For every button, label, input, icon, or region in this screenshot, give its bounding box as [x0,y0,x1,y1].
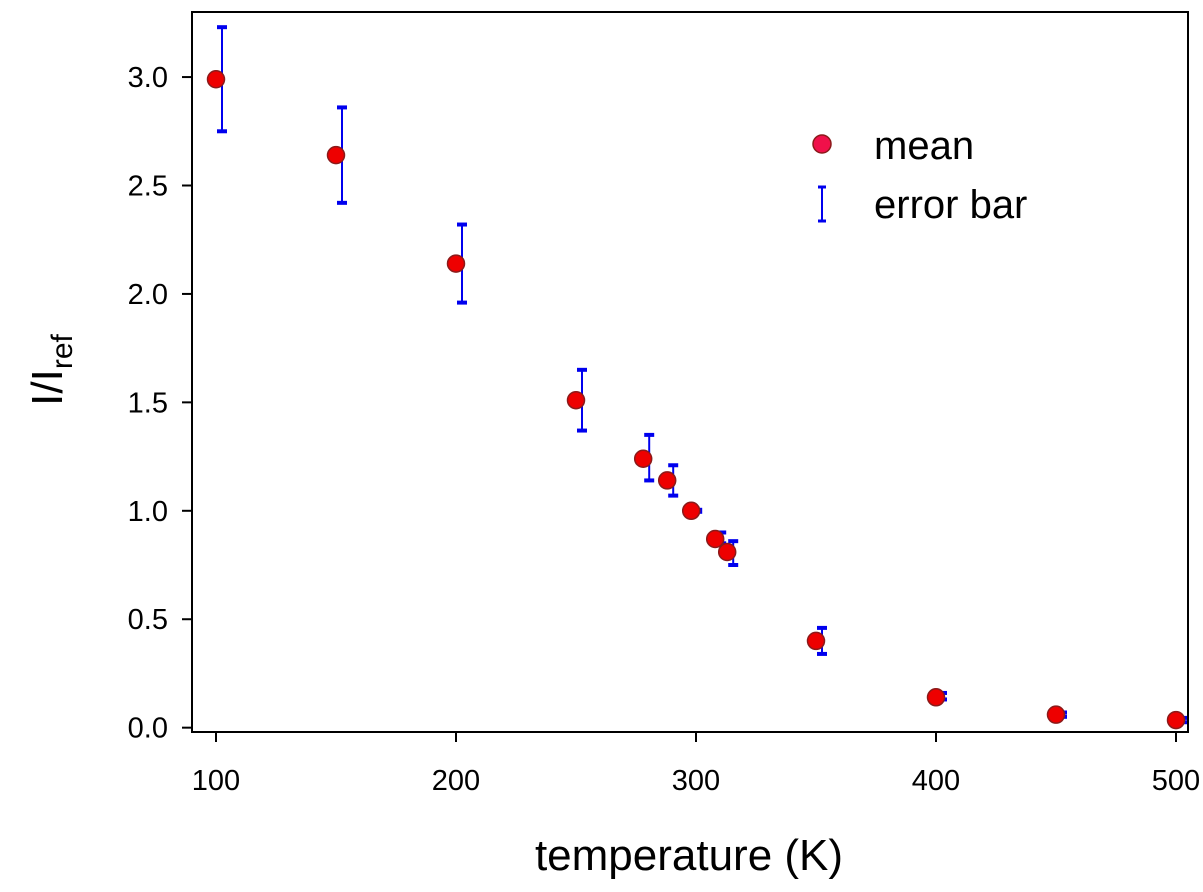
y-tick-label: 0.0 [128,713,168,745]
x-tick-label: 100 [192,765,240,797]
y-axis: 0.0 0.5 1.0 1.5 2.0 2.5 3.0 [128,62,192,745]
y-tick-label: 2.0 [128,279,168,311]
legend-label: error bar [874,183,1027,227]
y-tick-label: 0.5 [128,604,168,636]
y-tick-label: 2.5 [128,170,168,202]
data-point [633,449,653,468]
x-axis: 100 200 300 400 500 [192,732,1200,797]
x-tick-label: 200 [432,765,480,797]
error-bars [217,25,1187,725]
x-tick-label: 300 [672,765,720,797]
y-tick-label: 1.0 [128,496,168,528]
data-point [326,145,346,165]
data-point [926,688,946,707]
data-point [717,542,737,562]
legend-marker-errorbar [818,185,826,223]
x-axis-title: temperature (K) [535,831,843,880]
y-axis-title-main: I/I [23,369,72,406]
legend: mean error bar [812,124,1027,227]
data-point [566,390,586,410]
data-point [657,471,677,490]
y-tick-label: 1.5 [128,387,168,419]
plot-area [191,11,1189,733]
plot-frame [191,11,1189,733]
data-point [1046,705,1066,724]
x-tick-label: 400 [912,765,960,797]
data-point [446,254,466,273]
data-point [681,501,701,521]
data-point [1166,710,1186,730]
data-point [705,529,725,549]
y-tick-label: 3.0 [128,62,168,94]
y-axis-title-subscript: ref [46,333,79,369]
data-points [206,69,1186,730]
y-axis-title: I/Iref [23,333,79,405]
data-point [806,631,826,651]
x-tick-label: 500 [1152,765,1200,797]
data-point [206,69,226,89]
legend-label: mean [874,124,974,168]
legend-marker-mean [812,134,832,154]
